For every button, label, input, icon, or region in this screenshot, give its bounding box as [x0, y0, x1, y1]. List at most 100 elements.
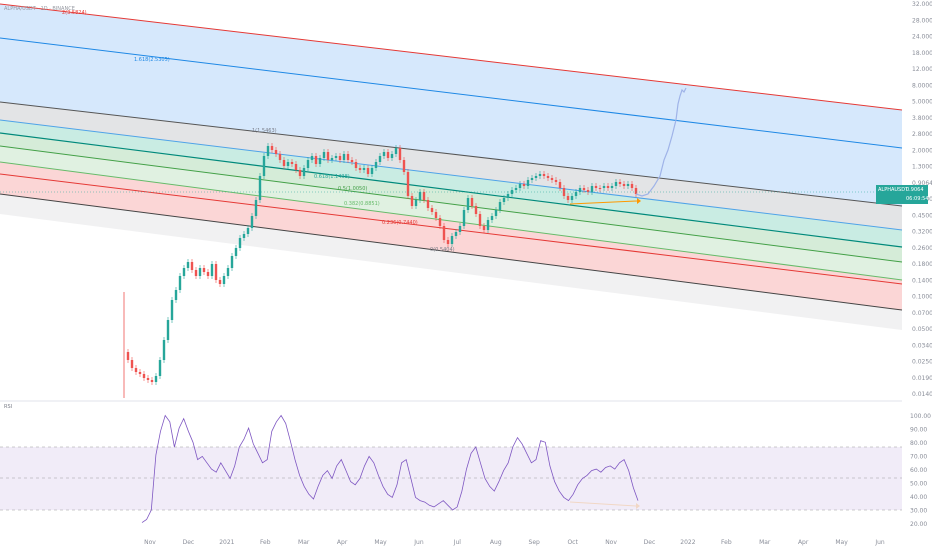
candle-body: [346, 154, 350, 160]
fib-zone-0382-0236: [0, 146, 902, 280]
time-axis[interactable]: Nov Dec 2021 Feb Mar Apr May Jun Jul Aug Sep Oct Nov…: [144, 539, 885, 546]
candle-body: [458, 226, 462, 232]
candle-body: [382, 152, 386, 156]
candle-body: [338, 156, 342, 160]
candle-body: [434, 212, 438, 218]
candle-body: [446, 240, 450, 244]
candle-body: [230, 256, 234, 268]
candle-body: [390, 154, 394, 158]
candle-body: [278, 154, 282, 160]
time-tick-label: May: [835, 539, 848, 546]
fib-channel-fills: [0, 4, 902, 330]
candle-body: [530, 178, 534, 180]
candle-body: [142, 374, 146, 378]
price-tick-label: 0.3200: [912, 229, 932, 236]
candle-body: [214, 264, 218, 280]
rsi-tick-label: 40.00: [910, 494, 927, 501]
candle-body: [262, 156, 266, 176]
candle-body: [558, 182, 562, 188]
candle-body: [546, 176, 550, 178]
rsi-tick-label: 30.00: [910, 508, 927, 515]
fib-level-label: 0.618(1.1438): [314, 174, 350, 180]
candle-body: [394, 148, 398, 154]
price-tick-label: 1.3000: [912, 164, 932, 171]
candle-body: [282, 160, 286, 166]
fib-line-0618-blue: [0, 119, 903, 231]
price-tick-label: 32.0000: [912, 1, 932, 8]
candle-body: [490, 216, 494, 220]
projection-path: [635, 87, 687, 197]
candle-body: [310, 156, 314, 160]
price-tick-label: 12.0000: [912, 66, 932, 73]
fib-line-05: [0, 145, 903, 263]
candle-body: [274, 150, 278, 154]
fib-zone-0618-05: [0, 120, 902, 247]
symbol-header: ALPHA/USDT · 1D · BINANCE: [4, 6, 75, 12]
candle-body: [418, 192, 422, 200]
candle-body: [514, 188, 518, 190]
candle-body: [266, 146, 270, 156]
candle-body: [174, 290, 178, 300]
candle-body: [618, 182, 622, 184]
candle-body: [518, 184, 522, 188]
candle-body: [238, 238, 242, 248]
rsi-label: RSI: [4, 404, 12, 410]
candle-body: [538, 174, 542, 176]
time-tick-label: Mar: [759, 539, 771, 546]
candle-body: [130, 360, 134, 368]
price-tick-label: 0.1000: [912, 294, 932, 301]
candle-body: [598, 188, 602, 189]
candle-body: [606, 186, 610, 188]
price-divergence-arrow: [569, 200, 638, 205]
candle-body: [614, 182, 618, 186]
candle-body: [358, 168, 362, 170]
time-tick-label: 2021: [219, 539, 234, 546]
candle-body: [202, 268, 206, 272]
price-badge-countdown: 06:09:54: [906, 196, 928, 202]
rsi-axis[interactable]: 100.00 90.00 80.00 70.00 60.00 50.00 40.00 30.0…: [910, 413, 931, 528]
fib-line-0382: [0, 161, 903, 281]
price-badge-box: [876, 185, 928, 204]
candle-body: [334, 156, 338, 158]
candle-body: [566, 196, 570, 200]
candle-body: [298, 170, 302, 176]
candle-body: [350, 160, 354, 162]
time-tick-label: Feb: [260, 539, 271, 546]
candle-body: [286, 162, 290, 166]
price-arrow-head: [637, 198, 641, 204]
price-tick-label: 0.0250: [912, 359, 932, 366]
fib-level-label: 0(0.5404): [430, 247, 455, 253]
candle-body: [254, 200, 258, 216]
time-tick-label: May: [374, 539, 387, 546]
time-tick-label: Mar: [298, 539, 310, 546]
candle-body: [602, 186, 606, 188]
candle-body: [578, 188, 582, 192]
candle-body: [342, 154, 346, 160]
fib-line-0236: [0, 173, 903, 285]
price-tick-label: 28.0000: [912, 17, 932, 24]
time-tick-label: Apr: [337, 539, 348, 546]
candle-body: [306, 160, 310, 168]
candle-body: [402, 160, 406, 172]
fib-line-1: [0, 101, 903, 207]
candle-body: [250, 216, 254, 228]
price-tick-label: 2.0000: [912, 147, 932, 154]
candle-body: [626, 184, 630, 186]
fib-zone-below: [0, 194, 902, 330]
candle-body: [522, 184, 526, 186]
candle-body: [198, 268, 202, 276]
rsi-panel: [0, 414, 902, 523]
rsi-tick-label: 100.00: [910, 413, 931, 420]
candle-body: [162, 340, 166, 360]
candle-body: [246, 228, 250, 234]
candle-body: [226, 268, 230, 276]
rsi-tick-label: 80.00: [910, 440, 927, 447]
candle-body: [386, 152, 390, 158]
candle-body: [378, 156, 382, 162]
price-tick-label: 0.9064: [912, 180, 932, 187]
price-tick-label: 0.0700: [912, 310, 932, 317]
candle-body: [462, 210, 466, 226]
candle-body: [442, 226, 446, 240]
candle-body: [498, 202, 502, 210]
